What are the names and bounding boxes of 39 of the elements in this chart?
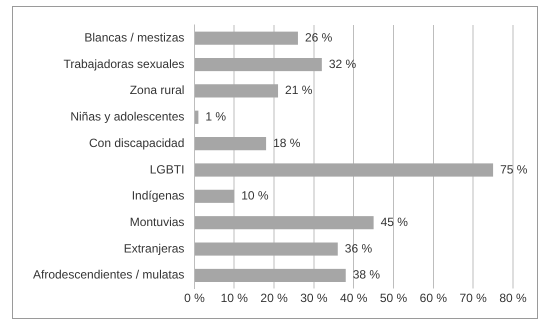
bar xyxy=(194,190,234,203)
bar xyxy=(194,58,322,72)
bar xyxy=(194,110,198,124)
y-tick-label: Afrodescendientes / mulatas xyxy=(32,268,184,282)
x-tick-label: 0 % xyxy=(184,291,206,306)
y-tick-label: LGBTI xyxy=(150,162,184,176)
y-tick-label: Indígenas xyxy=(132,188,184,203)
x-tick-label: 40 % xyxy=(340,291,368,306)
data-label: 75 % xyxy=(500,162,528,176)
data-label: 26 % xyxy=(304,30,333,44)
y-tick-label: Trabajadoras sexuales xyxy=(63,56,184,71)
y-tick-label: Niñas y adolescentes xyxy=(70,110,184,124)
data-label: 10 % xyxy=(241,188,269,203)
y-tick-label: Montuvias xyxy=(130,215,184,230)
x-tick-label: 20 % xyxy=(260,291,288,306)
x-tick-label: 80 % xyxy=(499,291,527,306)
data-label: 45 % xyxy=(380,215,408,230)
y-tick-label: Blancas / mestizas xyxy=(84,30,184,44)
data-label: 21 % xyxy=(285,83,313,98)
data-label: 36 % xyxy=(344,241,372,256)
x-tick-label: 70 % xyxy=(460,291,488,306)
data-label: 38 % xyxy=(352,268,380,282)
y-tick-label: Con discapacidad xyxy=(89,136,184,150)
bar xyxy=(194,216,374,230)
data-label: 1 % xyxy=(205,110,226,124)
x-tick-label: 60 % xyxy=(420,291,448,306)
bar xyxy=(194,163,494,177)
bar xyxy=(194,32,298,45)
y-tick-label: Zona rural xyxy=(130,83,184,98)
x-tick-label: 10 % xyxy=(220,291,248,306)
bar xyxy=(194,242,338,256)
bar xyxy=(194,268,346,282)
x-tick-label: 30 % xyxy=(300,291,328,306)
x-tick-label: 50 % xyxy=(380,291,408,306)
bar xyxy=(194,84,278,98)
y-tick-label: Extranjeras xyxy=(124,241,184,256)
data-label: 32 % xyxy=(328,56,357,71)
bar xyxy=(194,137,266,150)
data-label: 18 % xyxy=(273,136,301,150)
